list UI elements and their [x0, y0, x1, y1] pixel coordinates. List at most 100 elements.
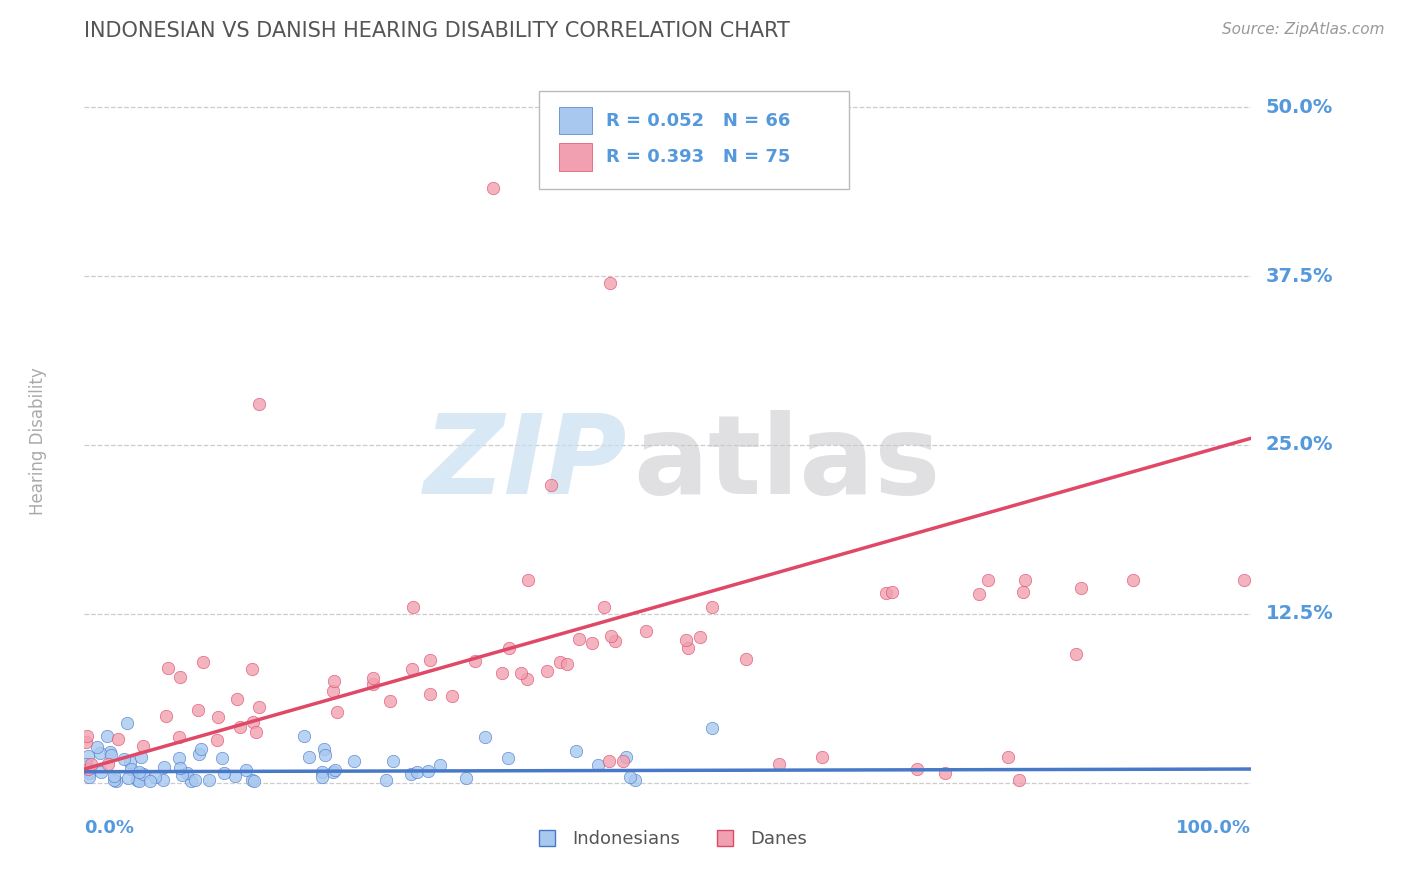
Point — [1014, 573, 1036, 587]
Point — [555, 657, 578, 672]
Point — [361, 671, 384, 685]
Point — [77, 749, 100, 764]
Point — [190, 741, 212, 756]
Text: INDONESIAN VS DANISH HEARING DISABILITY CORRELATION CHART: INDONESIAN VS DANISH HEARING DISABILITY … — [84, 21, 790, 40]
Point — [361, 677, 384, 691]
Point — [242, 774, 264, 789]
Point — [325, 705, 347, 719]
Point — [90, 765, 112, 780]
Point — [675, 632, 697, 647]
Point — [131, 766, 153, 780]
Point — [172, 768, 194, 782]
Point — [153, 760, 176, 774]
Point — [75, 735, 97, 749]
Point — [619, 770, 641, 784]
Point — [593, 599, 616, 614]
Text: atlas: atlas — [633, 409, 941, 516]
Point — [402, 599, 425, 614]
Point — [225, 692, 247, 706]
Point — [245, 725, 267, 739]
Text: R = 0.393   N = 75: R = 0.393 N = 75 — [606, 148, 790, 166]
Point — [211, 751, 233, 765]
Point — [298, 749, 321, 764]
Point — [702, 721, 724, 735]
Point — [207, 710, 229, 724]
Point — [104, 774, 127, 789]
Legend: Indonesians, Danes: Indonesians, Danes — [522, 822, 814, 855]
Point — [676, 640, 699, 655]
Point — [224, 769, 246, 783]
Point — [128, 774, 150, 789]
Point — [191, 655, 214, 669]
Point — [292, 730, 315, 744]
Point — [107, 732, 129, 747]
Point — [586, 758, 609, 772]
Point — [599, 276, 621, 290]
Bar — [560, 143, 592, 170]
Point — [568, 632, 591, 646]
Point — [811, 750, 834, 764]
Point — [399, 767, 422, 781]
Point — [1070, 581, 1092, 595]
Point — [516, 673, 538, 687]
Point — [247, 700, 270, 714]
Point — [343, 754, 366, 768]
Point — [240, 662, 263, 676]
Point — [180, 774, 202, 789]
Point — [768, 757, 790, 772]
Point — [311, 765, 333, 780]
Point — [86, 740, 108, 755]
Point — [117, 772, 139, 786]
Point — [118, 755, 141, 769]
Text: Source: ZipAtlas.com: Source: ZipAtlas.com — [1222, 22, 1385, 37]
Point — [634, 624, 657, 638]
Point — [416, 764, 439, 778]
Point — [1008, 772, 1031, 787]
Point — [77, 762, 100, 776]
Point — [128, 765, 150, 780]
Point — [131, 749, 153, 764]
Point — [311, 770, 333, 784]
Point — [98, 745, 121, 759]
Point — [401, 662, 423, 676]
Point — [127, 773, 149, 788]
Point — [977, 573, 1000, 587]
Text: R = 0.052   N = 66: R = 0.052 N = 66 — [606, 112, 790, 129]
Point — [115, 715, 138, 730]
Point — [735, 652, 758, 666]
Text: 0.0%: 0.0% — [84, 819, 135, 837]
Point — [565, 744, 588, 758]
Point — [1012, 585, 1035, 599]
Point — [97, 757, 120, 772]
Point — [1122, 573, 1144, 587]
Text: 25.0%: 25.0% — [1265, 435, 1333, 454]
Bar — [560, 107, 592, 135]
Point — [229, 720, 252, 734]
Point — [169, 761, 191, 775]
Text: 100.0%: 100.0% — [1177, 819, 1251, 837]
Point — [875, 586, 897, 600]
Point — [474, 730, 496, 744]
Point — [536, 664, 558, 678]
Point — [700, 599, 723, 614]
Point — [138, 774, 160, 789]
Point — [516, 573, 538, 587]
Point — [240, 773, 263, 788]
Point — [548, 655, 571, 669]
Point — [1233, 573, 1256, 587]
Point — [378, 693, 401, 707]
Point — [112, 752, 135, 766]
Point — [491, 666, 513, 681]
Point — [214, 765, 236, 780]
Point — [314, 741, 336, 756]
Point — [967, 587, 990, 601]
Point — [419, 687, 441, 701]
Point — [120, 762, 142, 776]
Point — [406, 765, 429, 780]
Text: 50.0%: 50.0% — [1265, 98, 1333, 117]
Point — [600, 629, 623, 643]
Point — [934, 766, 956, 780]
Point — [176, 765, 198, 780]
Point — [1066, 647, 1088, 661]
Text: ZIP: ZIP — [423, 409, 627, 516]
